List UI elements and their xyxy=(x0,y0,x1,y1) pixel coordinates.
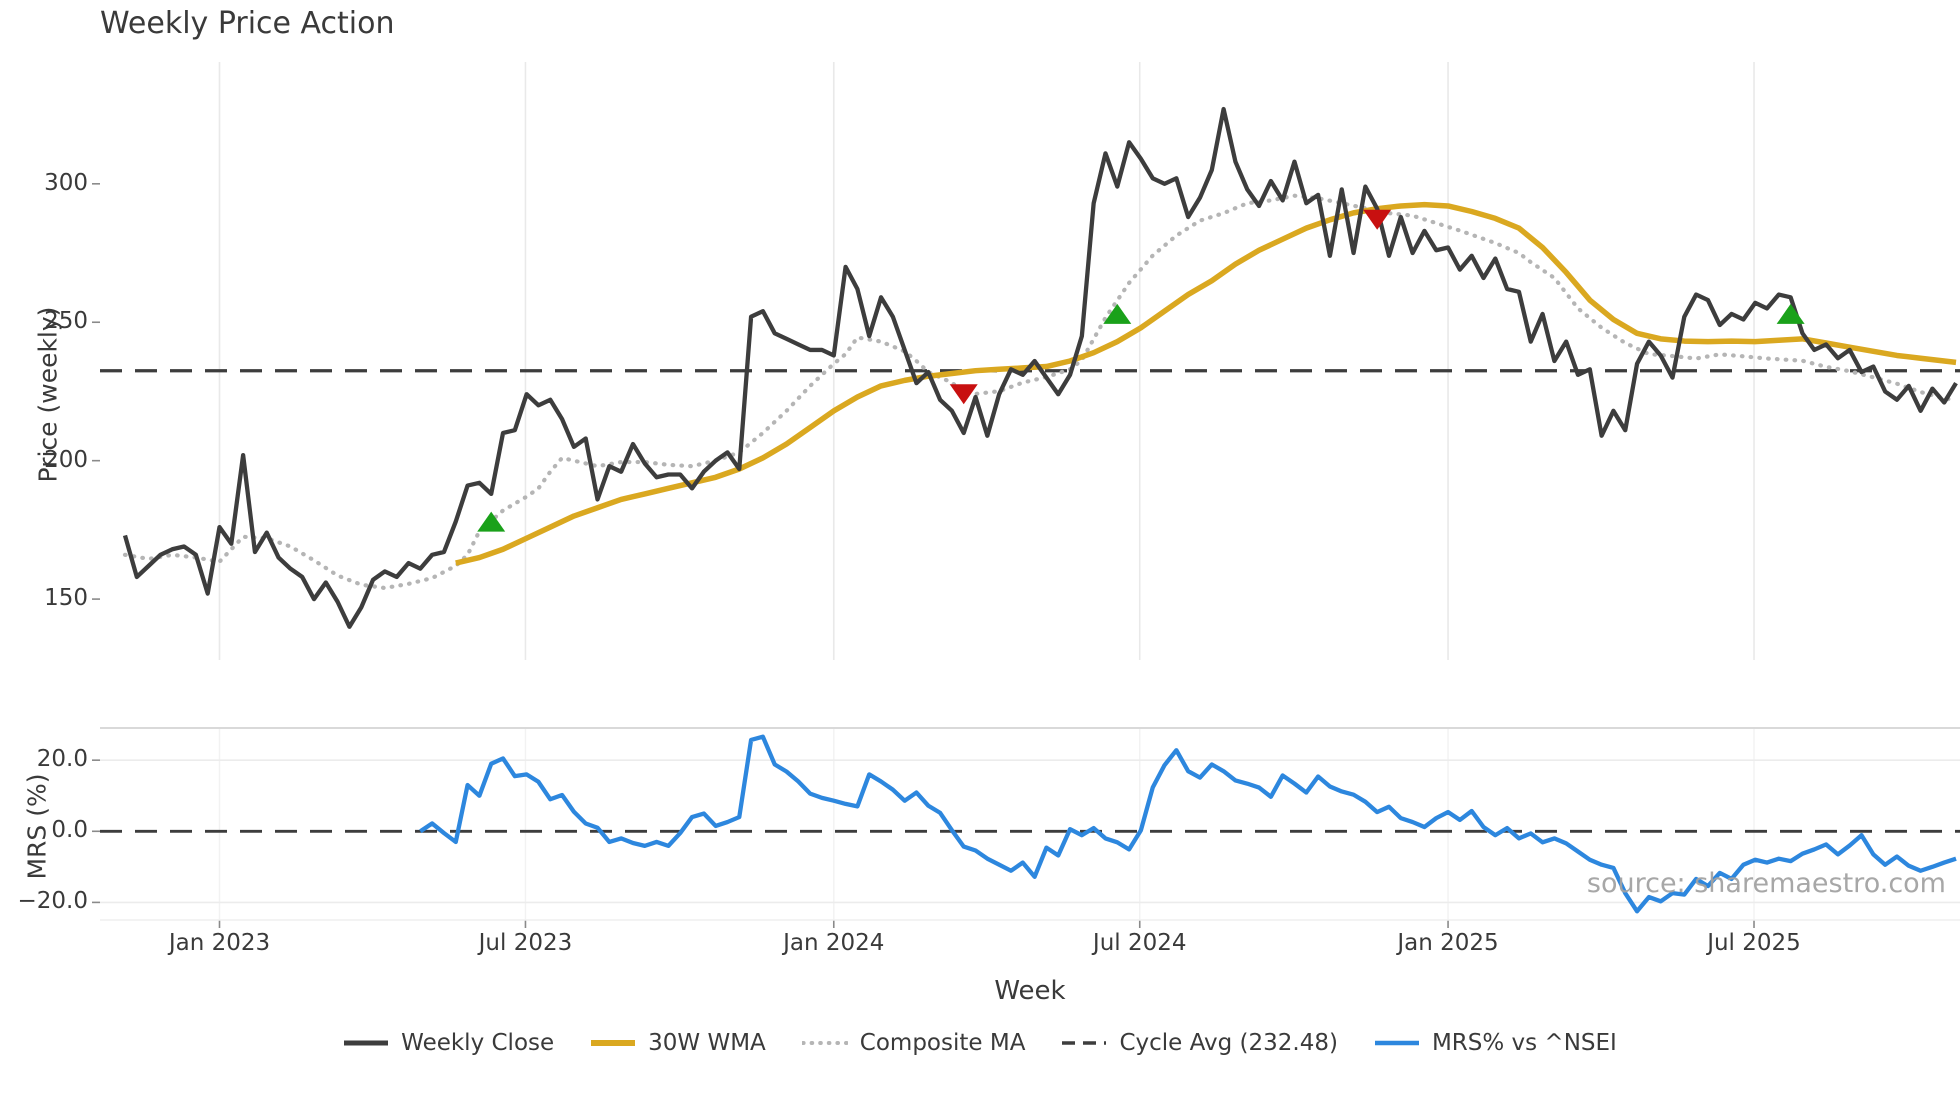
x-tick: Jan 2024 xyxy=(783,930,885,956)
legend-swatch-solid xyxy=(344,1040,389,1046)
legend-item: 30W WMA xyxy=(590,1030,766,1056)
mrs-y-tick: 0.0 xyxy=(51,817,88,844)
legend: Weekly Close 30W WMA Composite MA Cycle Avg… xyxy=(0,1030,1960,1056)
x-tick: Jul 2025 xyxy=(1707,930,1801,956)
mrs-y-tick: −20.0 xyxy=(17,888,88,915)
sell-signal-marker xyxy=(949,384,978,405)
buy-signal-marker xyxy=(1776,303,1805,324)
legend-item: Cycle Avg (232.48) xyxy=(1061,1030,1338,1056)
legend-swatch-solid xyxy=(1374,1040,1419,1046)
weekly-close-line xyxy=(122,106,1958,629)
wma-line xyxy=(455,201,1957,566)
legend-swatch-dashed xyxy=(1062,1041,1107,1045)
x-tick: Jan 2023 xyxy=(168,930,271,956)
legend-label: 30W WMA xyxy=(648,1030,766,1056)
mrs-y-tick: 20.0 xyxy=(36,746,88,773)
price-y-tick: 250 xyxy=(44,308,88,335)
legend-label: MRS% vs ^NSEI xyxy=(1431,1030,1617,1056)
legend-item: MRS% vs ^NSEI xyxy=(1374,1030,1617,1056)
legend-item: Weekly Close xyxy=(343,1030,554,1056)
x-tick: Jul 2024 xyxy=(1092,930,1187,956)
price-y-tick: 300 xyxy=(44,169,88,196)
price-y-tick: 150 xyxy=(44,585,88,612)
mrs-line xyxy=(419,734,1957,914)
buy-signal-marker xyxy=(477,511,506,532)
buy-signal-marker xyxy=(1103,303,1132,324)
x-tick: Jul 2023 xyxy=(478,930,573,956)
sell-signal-marker xyxy=(1363,209,1392,230)
chart-title: Weekly Price Action xyxy=(100,6,395,41)
legend-swatch-dotted xyxy=(801,1041,848,1045)
x-tick: Jan 2025 xyxy=(1397,930,1499,956)
price-y-tick: 200 xyxy=(44,446,88,473)
legend-label: Composite MA xyxy=(859,1030,1026,1056)
x-axis-label: Week xyxy=(994,976,1066,1006)
legend-item: Composite MA xyxy=(801,1030,1026,1056)
legend-label: Weekly Close xyxy=(401,1030,555,1056)
legend-swatch-solid xyxy=(591,1040,636,1046)
legend-label: Cycle Avg (232.48) xyxy=(1119,1030,1338,1056)
source-watermark: source: sharemaestro.com xyxy=(1586,868,1946,899)
composite-ma-line xyxy=(122,193,1959,591)
